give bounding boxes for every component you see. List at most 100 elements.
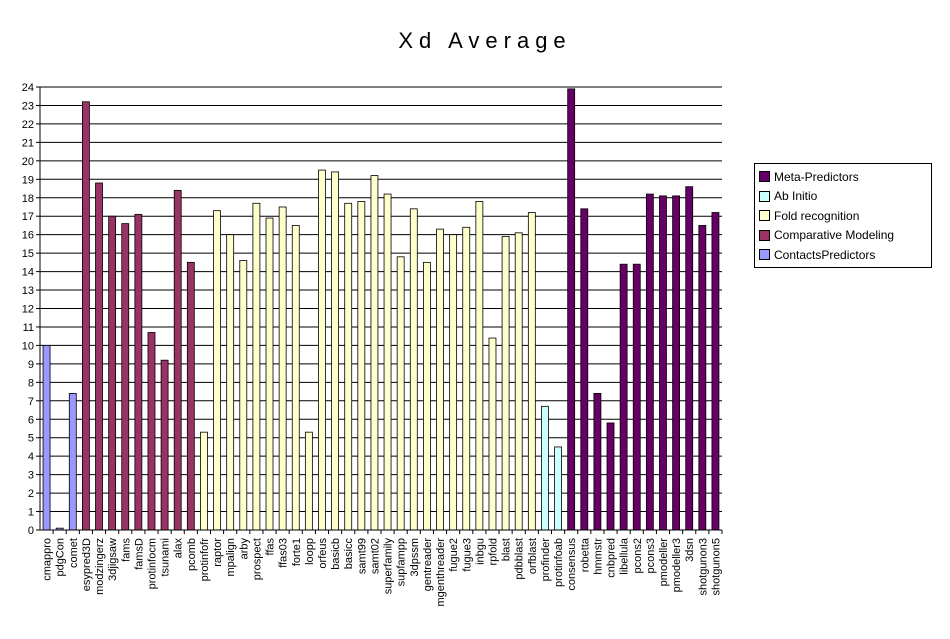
x-tick-label: mgenthreader: [435, 538, 447, 607]
bar-comet: [68, 393, 77, 531]
x-tick-label: libellula: [619, 537, 631, 575]
legend-item: Fold recognition: [759, 206, 927, 226]
bar-pmodeller3: [672, 195, 680, 531]
x-tick-label: hmmstr: [592, 538, 604, 575]
x-tick-label: tsunami: [160, 538, 172, 577]
legend: Meta-Predictors Ab Initio Fold recognition…: [754, 163, 932, 268]
y-tick-label: 10: [22, 340, 34, 352]
x-tick-label: alax: [173, 538, 185, 559]
x-tick-label: samt99: [356, 538, 368, 574]
bar-profinder: [541, 405, 549, 531]
x-tick-label: consensus: [566, 538, 578, 591]
legend-swatch: [759, 190, 770, 202]
x-tick-label: fugue2: [448, 538, 460, 572]
x-tick-label: orfeus: [317, 538, 329, 569]
x-tick-label: arby: [238, 538, 250, 560]
x-tick-label: protinfofr: [199, 538, 211, 582]
x-tick-label: samt02: [369, 538, 381, 574]
bar-3djigsaw: [108, 215, 117, 531]
bar-tsunami: [160, 359, 169, 531]
x-tick-label: esypred3D: [81, 538, 93, 591]
bar-modzingerz: [95, 182, 103, 531]
x-tick-label: pcons2: [632, 538, 644, 573]
x-tick-label: protinfocm: [146, 538, 158, 589]
bar-rpfold: [488, 337, 497, 531]
y-tick-label: 21: [22, 137, 34, 149]
y-tick-label: 18: [22, 193, 34, 205]
x-tick-label: pdbblast: [514, 538, 526, 580]
legend-item: Ab Initio: [759, 187, 927, 207]
legend-swatch: [759, 171, 770, 183]
bar-libellula: [619, 263, 628, 531]
y-tick-label: 15: [22, 248, 34, 260]
bar-prospect: [252, 202, 261, 531]
x-tick-label: pmodeller: [658, 538, 670, 587]
x-tick-label: famsD: [133, 538, 145, 570]
bar-protinfofr: [200, 431, 208, 531]
x-tick-label: modzingerz: [94, 538, 106, 595]
y-tick-label: 2: [28, 488, 34, 500]
bar-fams: [121, 223, 130, 531]
x-tick-label: blast: [501, 538, 513, 561]
y-tick-label: 19: [22, 174, 34, 186]
bar-supfampp: [396, 256, 405, 531]
bar-orfeus: [318, 169, 326, 531]
legend-swatch: [759, 249, 770, 261]
x-tick-label: 3dpssm: [409, 538, 421, 577]
x-tick-label: inbgu: [474, 538, 486, 565]
x-tick-label: rpfold: [487, 538, 499, 566]
y-tick-label: 17: [22, 211, 34, 223]
bar-samt02: [370, 175, 379, 531]
y-tick-label: 7: [28, 396, 34, 408]
y-tick-label: 24: [22, 82, 34, 94]
x-tick-label: gentreader: [422, 538, 434, 592]
x-tick-label: supfampp: [396, 538, 408, 586]
x-tick-label: pcons3: [645, 538, 657, 573]
x-tick-label: shotgunon3: [697, 538, 709, 596]
x-tick-label: fams: [120, 538, 132, 562]
bar-inbgu: [475, 201, 484, 531]
bar-fugue2: [449, 234, 458, 531]
bar-robetta: [580, 208, 589, 531]
legend-label: ContactsPredictors: [774, 247, 876, 262]
x-tick-label: cmappro: [42, 538, 54, 581]
x-tick-label: fugue3: [461, 538, 473, 572]
y-tick-label: 20: [22, 156, 34, 168]
bar-3dpssm: [409, 208, 418, 531]
chart-title: Xd Average: [398, 28, 572, 53]
bar-loopp: [304, 431, 313, 531]
bar-pdbblast: [514, 232, 523, 531]
legend-label: Meta-Predictors: [774, 169, 859, 184]
legend-swatch: [759, 229, 770, 241]
bar-ffas03: [278, 206, 287, 531]
x-tick-label: shotgunon5: [710, 538, 722, 596]
x-tick-label: profinder: [540, 538, 552, 582]
y-tick-label: 1: [28, 507, 34, 519]
x-tick-label: raptor: [212, 538, 224, 567]
legend-item: Meta-Predictors: [759, 167, 927, 187]
bar-pmodeller: [659, 195, 667, 531]
y-tick-label: 8: [28, 377, 34, 389]
x-tick-label: prospect: [251, 538, 263, 580]
x-tick-label: ffas03: [278, 538, 290, 568]
legend-item: ContactsPredictors: [759, 245, 927, 265]
x-tick-label: protinfoab: [553, 538, 565, 587]
x-tick-label: superfamily: [383, 538, 395, 595]
x-tick-label: pmodeller3: [671, 538, 683, 592]
legend-label: Comparative Modeling: [774, 228, 895, 243]
bar-mpalign: [226, 234, 235, 531]
bar-pcons3: [645, 193, 654, 531]
x-tick-label: 3dsn: [684, 538, 696, 562]
bar-consensus: [567, 88, 576, 531]
bar-3dsn: [685, 186, 694, 531]
bar-fugue3: [462, 226, 471, 531]
y-tick-label: 4: [28, 451, 34, 463]
bar-shotgunon3: [698, 225, 707, 531]
bar-raptor: [213, 210, 221, 531]
bar-famsD: [134, 213, 143, 531]
y-tick-label: 14: [22, 267, 34, 279]
x-tick-label: basicb: [330, 538, 342, 570]
y-tick-label: 22: [22, 119, 34, 131]
x-tick-label: comet: [68, 538, 80, 568]
bar-mgenthreader: [436, 228, 444, 531]
